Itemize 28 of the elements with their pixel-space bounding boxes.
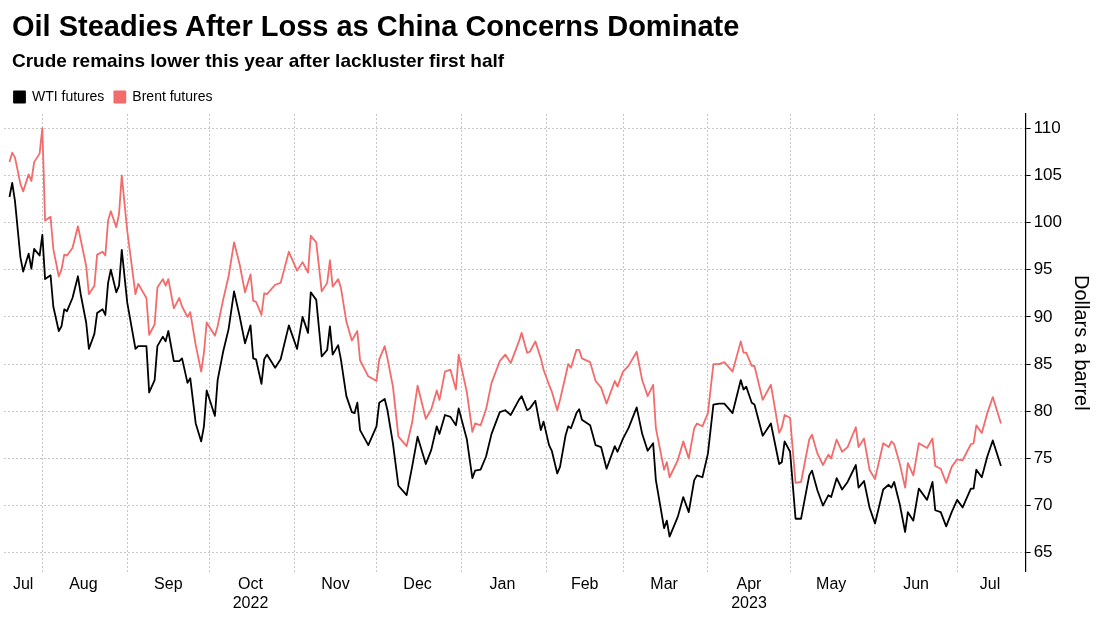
- y-tick-label: 75: [1033, 448, 1053, 468]
- chart-subtitle: Crude remains lower this year after lackluster first half: [12, 50, 505, 72]
- x-tick-label: May: [816, 574, 847, 592]
- x-tick-label: Jul: [12, 574, 34, 592]
- x-tick-label: Nov: [321, 574, 350, 592]
- x-tick-label: Jul: [979, 574, 1001, 592]
- x-tick-label: Jun: [903, 574, 929, 592]
- x-tick-label: Dec: [403, 574, 432, 592]
- legend-label: Brent futures: [132, 87, 213, 104]
- x-tick-label: Sep: [154, 574, 183, 592]
- y-tick-label: 105: [1033, 165, 1063, 185]
- x-tick-label: Aug: [69, 574, 98, 592]
- x-tick-label: Apr 2023: [731, 574, 767, 611]
- y-tick-label: 100: [1033, 212, 1063, 232]
- y-tick-label: 110: [1033, 117, 1061, 137]
- y-tick-label: 85: [1033, 353, 1053, 373]
- legend-label: WTI futures: [32, 87, 105, 104]
- y-tick-label: 95: [1033, 259, 1053, 279]
- x-tick-label: Oct 2022: [232, 574, 269, 611]
- y-axis-title: Dollars a barrel: [1071, 275, 1094, 411]
- y-tick-label: 80: [1033, 400, 1053, 420]
- x-tick-label: Feb: [570, 574, 599, 592]
- x-tick-label: Jan: [489, 574, 516, 592]
- chart-title: Oil Steadies After Loss as China Concerns Dominate: [12, 10, 740, 43]
- y-tick-label: 90: [1033, 306, 1053, 326]
- y-tick-label: 70: [1033, 495, 1053, 515]
- y-tick-label: 65: [1033, 542, 1053, 562]
- x-tick-label: Mar: [650, 574, 679, 592]
